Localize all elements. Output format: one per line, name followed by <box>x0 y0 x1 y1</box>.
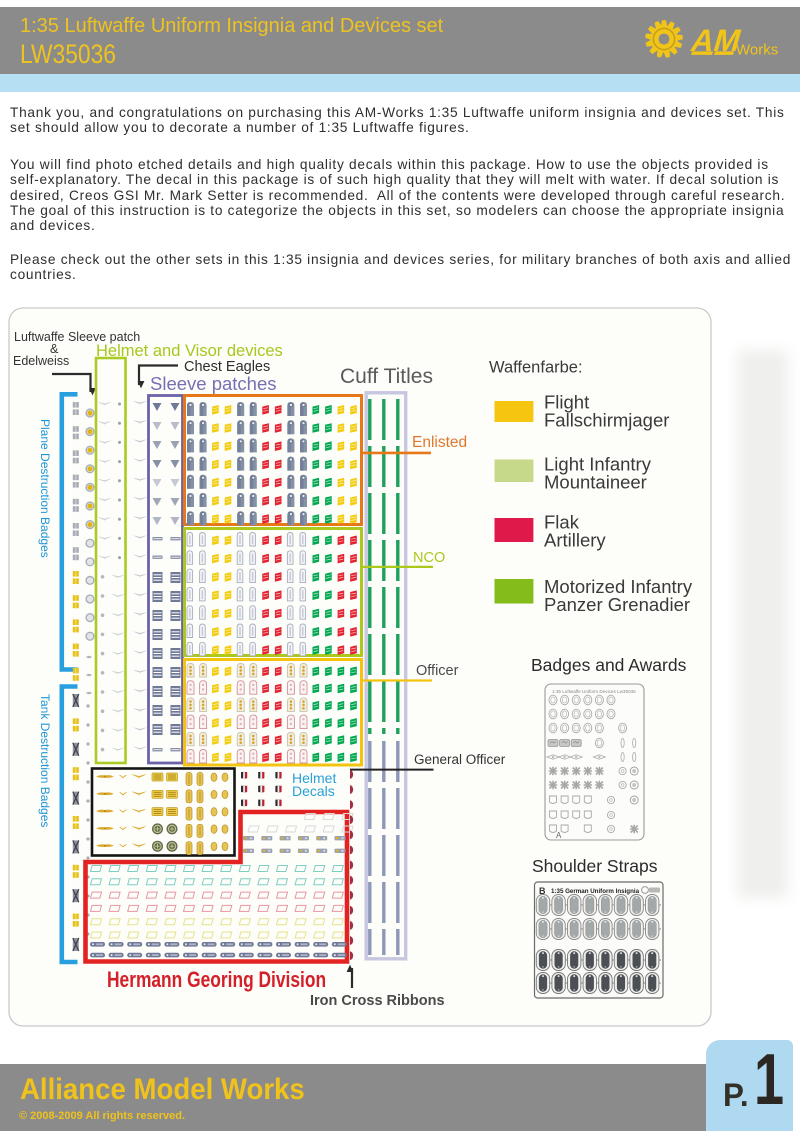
svg-text:Decals: Decals <box>292 783 335 799</box>
svg-text:Artillery: Artillery <box>544 529 606 550</box>
svg-text:Shoulder Straps: Shoulder Straps <box>532 856 658 876</box>
svg-text:Sleeve patches: Sleeve patches <box>150 373 277 394</box>
svg-text:1:35 Luftwaffe Uniform Devices: 1:35 Luftwaffe Uniform Devices Lw35036 <box>552 689 636 694</box>
svg-text:Works: Works <box>736 42 778 59</box>
svg-text:NCO: NCO <box>413 550 445 566</box>
svg-text:Panzer Grenadier: Panzer Grenadier <box>544 594 690 615</box>
svg-text:B: B <box>539 886 546 896</box>
svg-text:&: & <box>50 342 59 356</box>
svg-text:Iron Cross Ribbons: Iron Cross Ribbons <box>310 993 445 1009</box>
svg-text:Plane Destruction Badges: Plane Destruction Badges <box>38 419 52 558</box>
svg-text:Fallschirmjager: Fallschirmjager <box>544 409 669 430</box>
svg-text:General Officer: General Officer <box>414 752 506 767</box>
svg-text:Officer: Officer <box>416 663 459 679</box>
svg-text:Badges and Awards: Badges and Awards <box>531 655 687 675</box>
svg-text:Motorized Infantry: Motorized Infantry <box>544 576 693 597</box>
svg-text:Helmet and Visor devices: Helmet and Visor devices <box>96 342 283 360</box>
svg-text:Mountaineer: Mountaineer <box>544 471 647 492</box>
svg-text:Edelweiss: Edelweiss <box>13 354 69 368</box>
svg-text:Flak: Flak <box>544 512 580 533</box>
svg-text:Cuff Titles: Cuff Titles <box>340 365 433 388</box>
svg-text:Tank Destruction Badges: Tank Destruction Badges <box>38 694 52 827</box>
svg-text:1:35 German Uniform Insignia: 1:35 German Uniform Insignia <box>551 888 640 895</box>
svg-text:Light Infantry: Light Infantry <box>544 454 652 475</box>
svg-text:Helmet: Helmet <box>292 770 336 786</box>
svg-text:Chest Eagles: Chest Eagles <box>184 359 270 375</box>
svg-text:Waffenfarbe:: Waffenfarbe: <box>489 359 583 377</box>
svg-text:Hermann Georing Division: Hermann Georing Division <box>107 968 326 992</box>
svg-text:Flight: Flight <box>544 392 589 413</box>
svg-text:Luftwaffe Sleeve patch: Luftwaffe Sleeve patch <box>14 330 140 344</box>
svg-text:Enlisted: Enlisted <box>412 434 467 451</box>
svg-text:A: A <box>556 831 562 840</box>
